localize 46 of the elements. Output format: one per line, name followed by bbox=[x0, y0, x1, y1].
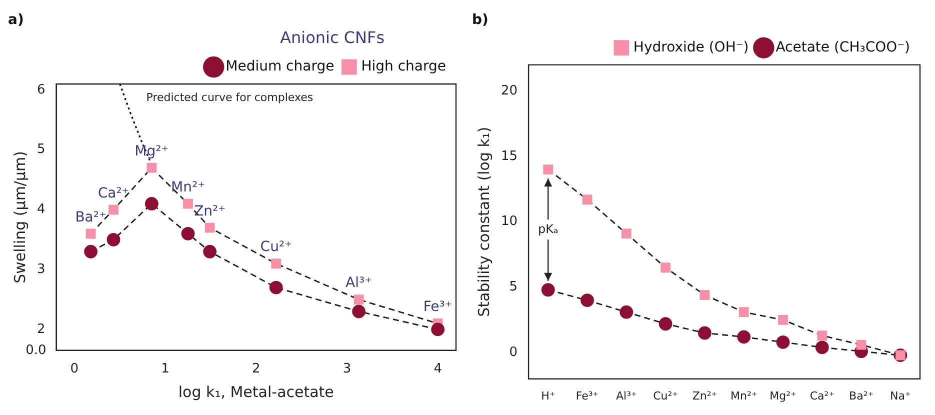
legend-label: Hydroxide (OH⁻) bbox=[633, 39, 749, 56]
annotation: Cu²⁺ bbox=[260, 239, 292, 256]
legend-label: Medium charge bbox=[226, 58, 334, 75]
x-tick-label: Zn²⁺ bbox=[692, 389, 718, 402]
annotation: Zn²⁺ bbox=[194, 203, 226, 220]
x-tick-label: 2 bbox=[252, 362, 260, 377]
x-tick-label: Fe³⁺ bbox=[576, 389, 599, 402]
legend-title: Anionic CNFs bbox=[280, 28, 385, 47]
annotation: Al³⁺ bbox=[346, 275, 372, 292]
y-tick-label: 5 bbox=[36, 142, 46, 158]
x-tick-label: Mg²⁺ bbox=[770, 389, 797, 402]
text: 0.0 bbox=[26, 342, 46, 358]
y-tick-label: 20 bbox=[500, 83, 518, 98]
y-tick-label: 10 bbox=[500, 214, 518, 230]
chart-title: b) bbox=[472, 12, 488, 28]
x-tick-label: 4 bbox=[434, 362, 442, 377]
y-tick-label: 3 bbox=[36, 262, 46, 277]
annotation: Mn²⁺ bbox=[171, 179, 205, 196]
y-tick-label: 5 bbox=[509, 280, 518, 295]
y-tick-label: 6 bbox=[36, 82, 46, 98]
x-tick-label: 0 bbox=[70, 362, 79, 377]
y-axis-title: Swelling (µm/µm) bbox=[10, 151, 29, 284]
legend-label: High charge bbox=[361, 58, 446, 75]
x-tick-label: Al³⁺ bbox=[616, 389, 637, 402]
x-tick-label: 1 bbox=[161, 362, 170, 377]
x-tick-label: Na⁺ bbox=[890, 389, 912, 402]
legend-label: Acetate (CH₃COO⁻) bbox=[776, 39, 910, 56]
y-tick-label: 4 bbox=[36, 202, 46, 218]
x-tick-label: Cu²⁺ bbox=[653, 389, 678, 402]
y-axis-title: Stability constant (log k₁) bbox=[474, 126, 493, 317]
x-tick-label: Ca²⁺ bbox=[810, 389, 835, 402]
chart-title: a) bbox=[8, 12, 24, 28]
annotation: Mg²⁺ bbox=[134, 143, 169, 160]
x-tick-label: H⁺ bbox=[541, 389, 556, 402]
y-tick-label: 15 bbox=[500, 148, 518, 164]
x-axis-title: log k₁, Metal-acetate bbox=[178, 382, 334, 401]
x-tick-label: Ba²⁺ bbox=[849, 389, 874, 402]
annotation: pKₐ bbox=[538, 222, 558, 236]
annotation: Predicted curve for complexes bbox=[146, 90, 314, 104]
y-tick-label: 0 bbox=[509, 345, 518, 360]
annotation: Fe³⁺ bbox=[423, 299, 452, 316]
x-tick-label: 3 bbox=[342, 362, 352, 377]
annotation: Ba²⁺ bbox=[75, 209, 106, 226]
x-tick-label: Mn²⁺ bbox=[730, 389, 758, 402]
y-tick-label: 2 bbox=[36, 322, 46, 337]
annotation: Ca²⁺ bbox=[98, 185, 130, 202]
